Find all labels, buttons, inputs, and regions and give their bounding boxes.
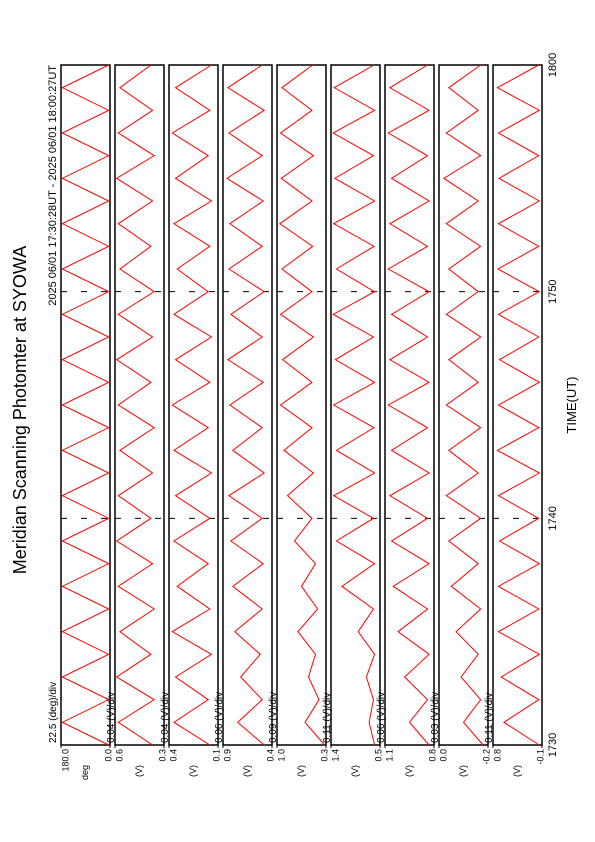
- data-line: [442, 64, 484, 746]
- y-axis-label: (V): [188, 765, 198, 777]
- panel-frame: [492, 64, 543, 746]
- y-tick-label: 1.0: [276, 749, 286, 762]
- panel-scale: 22.5 (deg)/div: [48, 682, 59, 743]
- y-axis-label: (V): [350, 765, 360, 777]
- data-line: [171, 64, 213, 746]
- y-tick-label: 0.8: [427, 749, 437, 762]
- x-axis-label: TIME(UT): [564, 376, 579, 433]
- y-tick-label: -0.1: [535, 749, 545, 765]
- y-tick-label: 0.9: [222, 749, 232, 762]
- y-tick-label: 0.0: [438, 749, 448, 762]
- y-axis-label: (V): [512, 765, 522, 777]
- chart-title: Meridian Scanning Photomter at SYOWA: [10, 246, 30, 574]
- rotated-frame: Meridian Scanning Photomter at SYOWA 202…: [10, 53, 579, 780]
- x-tick-label: 1740: [547, 506, 559, 530]
- panel-scale: 0.04 (V)/div: [106, 692, 117, 743]
- panel-scale: 0.06 (V)/div: [376, 692, 387, 743]
- y-tick-label: 0.1: [211, 749, 221, 762]
- data-line: [115, 64, 156, 746]
- panel-scale: 0.11 (V)/div: [322, 693, 333, 743]
- y-tick-label: 0.0: [103, 749, 113, 762]
- data-line: [387, 64, 431, 746]
- y-tick-label: 0.6: [114, 749, 124, 762]
- panel-scale: 0.06 (V)/div: [214, 692, 225, 743]
- y-tick-label: 1.1: [384, 749, 394, 762]
- x-tick-label: 1800: [547, 53, 559, 77]
- y-axis-label: (V): [458, 765, 468, 777]
- data-line: [496, 64, 541, 746]
- y-axis-label: (V): [404, 765, 414, 777]
- y-tick-label: 0.5: [373, 749, 383, 762]
- panel-scale: 0.11 (V)/div: [484, 693, 495, 743]
- y-axis-label: (V): [242, 765, 252, 777]
- x-tick-label: 1730: [547, 733, 559, 757]
- y-tick-label: -0.2: [481, 749, 491, 765]
- x-tick-label: 1750: [547, 279, 559, 303]
- data-line: [225, 64, 266, 746]
- y-tick-label: 0.3: [319, 749, 329, 762]
- panel-frame: [330, 64, 381, 746]
- data-line: [61, 64, 110, 746]
- panel-frame: [276, 64, 327, 746]
- panel-scale: 0.04 (V)/div: [160, 692, 171, 743]
- y-tick-label: 180.0: [60, 749, 70, 772]
- panel-frame: [168, 64, 219, 746]
- chart-subtitle: 2025 06/01 17:30:28UT - 2025 06/01 18:00…: [47, 65, 59, 306]
- y-axis-label: (V): [296, 765, 306, 777]
- y-axis-label: deg: [80, 765, 90, 780]
- y-axis-label: (V): [134, 765, 144, 777]
- y-tick-label: 0.4: [265, 749, 275, 762]
- panel-scale: 0.09 (V)/div: [268, 692, 279, 743]
- data-line: [332, 64, 376, 746]
- y-tick-label: 0.8: [492, 749, 502, 762]
- y-tick-label: 0.4: [168, 749, 178, 762]
- y-tick-label: 1.4: [330, 749, 340, 762]
- panel-scale: 0.03 (V)/div: [430, 692, 441, 743]
- y-tick-label: 0.3: [157, 749, 167, 762]
- panel-frame: [114, 64, 165, 746]
- data-line: [278, 64, 325, 746]
